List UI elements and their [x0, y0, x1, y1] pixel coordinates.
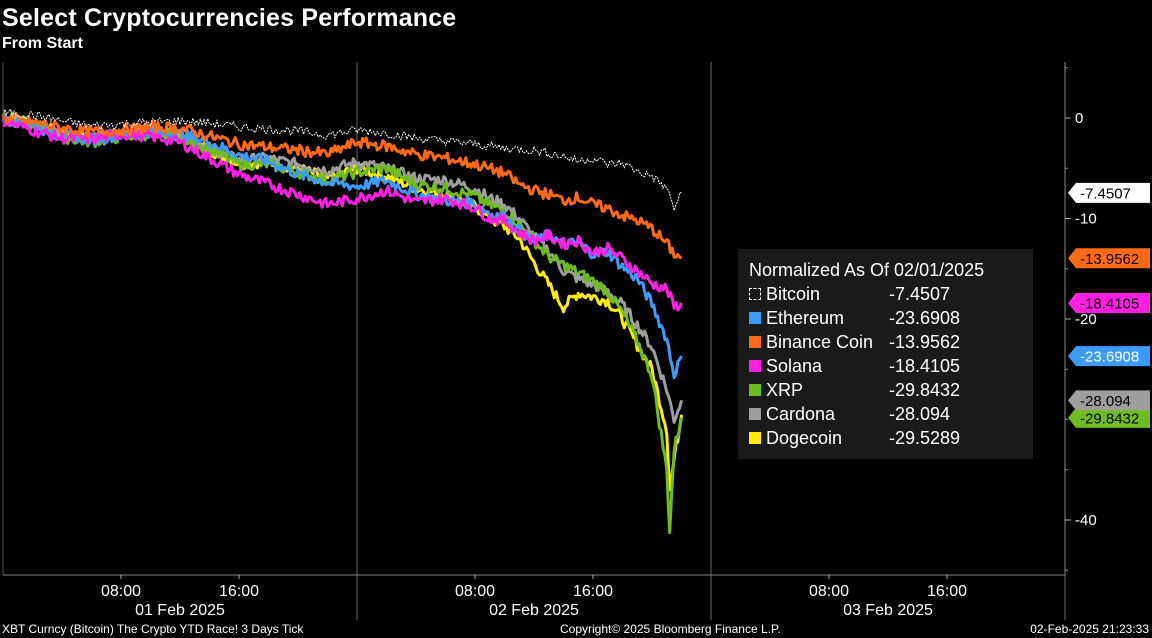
legend-swatch: [749, 408, 761, 420]
chart-area: 0 -10 -20 -40 08:00 16:00 08:00 16:00 08:00 16:00…: [1, 62, 1150, 620]
legend-box: Normalized As Of 02/01/2025 Bitcoin -7.45…: [738, 249, 1033, 459]
x-tick-label: 16:00: [573, 583, 613, 600]
last-value-tag-text: -28.094: [1080, 393, 1131, 410]
last-value-tag-text: -23.6908: [1080, 349, 1139, 366]
x-tick-label: 08:00: [455, 583, 495, 600]
legend-swatch: [749, 336, 761, 348]
series-line-xrp: [1, 111, 683, 535]
legend-series-value: -7.4507: [889, 284, 951, 304]
last-value-tag-text: -13.9562: [1080, 251, 1139, 268]
x-tick-label: 08:00: [101, 583, 141, 600]
last-value-tag-bitcoin: -7.4507: [1068, 182, 1150, 203]
legend-series-name: XRP: [766, 380, 804, 400]
legend-swatch: [749, 432, 761, 444]
series-line-bitcoin: [2, 108, 682, 211]
series-lines: [1, 108, 683, 535]
legend-swatch: [749, 360, 761, 372]
series-line-ethereum: [1, 113, 683, 380]
legend-swatch: [749, 288, 761, 300]
legend-item-xrp: XRP -29.8432: [749, 378, 1029, 402]
legend-series-name: Solana: [766, 356, 823, 376]
x-tick-label: 08:00: [809, 583, 849, 600]
legend-series-name: Ethereum: [766, 308, 845, 328]
series-line-cardona: [2, 115, 683, 424]
gridlines: [356, 62, 1066, 620]
chart-subtitle: From Start: [2, 35, 83, 52]
legend-swatch: [749, 384, 761, 396]
last-value-tag-text: -7.4507: [1080, 185, 1131, 202]
last-value-tag-solana: -18.4105: [1068, 293, 1150, 314]
last-value-tag-ethereum: -23.6908: [1068, 346, 1150, 367]
legend-title: Normalized As Of 02/01/2025: [749, 260, 985, 280]
series-line-binance-coin: [1, 113, 683, 260]
legend-swatch: [749, 312, 761, 324]
legend-series-value: -13.9562: [889, 332, 961, 352]
legend-item-cardona: Cardona -28.094: [749, 402, 1029, 426]
y-tick-label: -40: [1075, 512, 1097, 529]
legend-item-bitcoin: Bitcoin -7.4507: [749, 282, 1029, 306]
legend-series-value: -23.6908: [889, 308, 961, 328]
legend-item-ethereum: Ethereum -23.6908: [749, 306, 1029, 330]
legend-series-name: Binance Coin: [766, 332, 874, 352]
chart-title: Select Cryptocurrencies Performance: [2, 4, 457, 32]
legend-series-name: Dogecoin: [766, 428, 843, 448]
axes: 0 -10 -20 -40 08:00 16:00 08:00 16:00 08:00 16:00…: [2, 62, 1097, 619]
x-day-label: 02 Feb 2025: [489, 602, 579, 619]
y-tick-label: -10: [1075, 211, 1097, 228]
footer-copyright: Copyright© 2025 Bloomberg Finance L.P.: [560, 622, 781, 636]
last-value-tag-bg: [1068, 390, 1150, 411]
last-value-tag-bg: [1068, 248, 1150, 269]
legend-series-name: Cardona: [766, 404, 836, 424]
last-value-tag-xrp: -29.8432: [1068, 407, 1150, 428]
last-value-tag-binance-coin: -13.9562: [1068, 248, 1150, 269]
x-day-label: 03 Feb 2025: [843, 602, 933, 619]
footer-security-info: XBT Curncy (Bitcoin) The Crypto YTD Race…: [2, 622, 304, 636]
x-tick-label: 16:00: [927, 583, 967, 600]
last-value-labels: -7.4507-23.6908-13.9562-18.4105-29.8432-…: [1068, 182, 1150, 428]
last-value-tag-bg: [1068, 293, 1150, 314]
last-value-tag-bg: [1068, 407, 1150, 428]
legend-item-dogecoin: Dogecoin -29.5289: [749, 426, 1029, 450]
last-value-tag-text: -18.4105: [1080, 296, 1139, 313]
legend-series-name: Bitcoin: [766, 284, 821, 304]
y-tick-label: -20: [1075, 311, 1097, 328]
legend-series-value: -29.5289: [889, 428, 961, 448]
last-value-tag-bg: [1068, 346, 1150, 367]
last-value-tag-text: -29.8432: [1080, 410, 1139, 427]
last-value-tag-cardona: -28.094: [1068, 390, 1150, 411]
legend-series-value: -29.8432: [889, 380, 961, 400]
y-tick-label: 0: [1075, 110, 1083, 127]
series-line-solana: [1, 115, 683, 312]
x-tick-label: 16:00: [219, 583, 259, 600]
legend-series-value: -28.094: [889, 404, 951, 424]
x-day-label: 01 Feb 2025: [135, 602, 225, 619]
footer-timestamp: 02-Feb-2025 21:23:33: [1030, 622, 1149, 636]
legend-item-binance-coin: Binance Coin -13.9562: [749, 330, 1029, 354]
legend-series-value: -18.4105: [889, 356, 961, 376]
legend-item-solana: Solana -18.4105: [749, 354, 1029, 378]
last-value-tag-bg: [1068, 182, 1150, 203]
